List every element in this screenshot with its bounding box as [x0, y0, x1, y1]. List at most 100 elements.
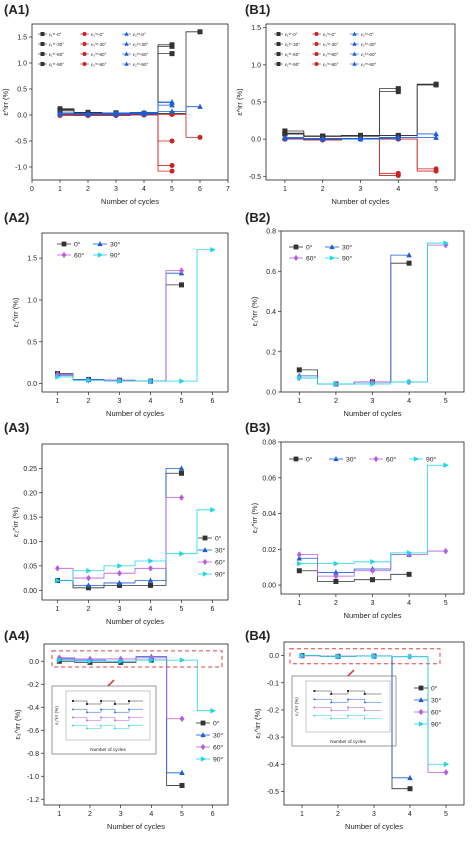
y-tick-label: 0.5	[251, 100, 261, 107]
data-point	[297, 375, 303, 381]
y-tick-label: -0.4	[27, 705, 39, 712]
y-tick-label: 0.0	[27, 381, 37, 388]
data-point	[406, 260, 412, 266]
inset-marker	[363, 693, 366, 695]
legend-marker	[97, 252, 104, 258]
y-tick-label: 0.0	[251, 137, 261, 144]
y-tick-label: 0.0	[17, 113, 27, 120]
x-tick-label: 1	[297, 600, 301, 607]
x-tick-label: 5	[180, 398, 184, 405]
inset-marker	[128, 700, 130, 702]
data-point	[55, 577, 61, 584]
inset-x-label: Number of cycles	[90, 747, 126, 752]
data-point	[296, 367, 302, 373]
legend-label: 60°	[74, 252, 85, 260]
series-line	[284, 133, 437, 139]
legend-marker	[329, 244, 335, 250]
series-4	[57, 657, 216, 714]
legend-marker	[82, 32, 87, 36]
chart-panel-7: (A4) 1 2 3 4 5 6 -1.2 -1.0 -0.8 -0.6 -0.4 -0.2 0.0 Num…	[4, 628, 229, 831]
inset-marker	[313, 714, 316, 717]
data-point	[148, 582, 153, 588]
data-point	[370, 559, 376, 565]
series-1	[55, 282, 184, 384]
data-point	[443, 240, 449, 246]
x-tick-label: 4	[149, 606, 153, 613]
legend-label: 30°	[431, 697, 442, 705]
x-tick-label: 3	[371, 600, 375, 607]
legend-marker	[82, 42, 87, 46]
panel-label: (A4)	[4, 628, 29, 643]
inset-marker	[346, 698, 350, 701]
y-tick-label: 0.08	[262, 440, 276, 447]
y-tick-label: -0.5	[267, 789, 279, 796]
inset-marker	[363, 701, 366, 704]
data-point	[117, 378, 123, 384]
inset-series-line	[73, 725, 143, 729]
series-line	[284, 91, 399, 137]
legend-marker	[418, 697, 424, 703]
y-tick-label: -0.2	[267, 707, 279, 714]
inset-marker	[347, 714, 350, 717]
series-2	[57, 43, 175, 116]
legend-marker	[200, 756, 207, 762]
legend-marker	[329, 255, 336, 261]
legend-label: 30°	[213, 732, 224, 740]
legend-marker	[314, 32, 319, 36]
inset-marker	[71, 708, 75, 711]
legend-marker	[314, 62, 319, 66]
inset-marker	[330, 693, 333, 695]
x-tick-label: 5	[444, 811, 448, 818]
x-tick-label: 3	[359, 186, 363, 193]
data-point	[357, 135, 364, 141]
x-tick-label: 5	[170, 186, 174, 193]
highlight-box	[289, 648, 441, 665]
data-point	[443, 547, 449, 555]
x-tick-label: 4	[408, 811, 412, 818]
legend-label: 90°	[213, 756, 224, 764]
x-tick-label: 4	[149, 811, 153, 818]
chart-panel-1: (A1) 0 1 2 3 4 5 6 7 -1.0 -0.5 0.0 0.5 1.0 1.5 Number o…	[1, 2, 230, 206]
legend-label: 0°	[431, 685, 438, 693]
inset-marker	[347, 706, 349, 709]
series-3	[56, 654, 185, 722]
series-6	[282, 136, 401, 176]
data-point	[299, 652, 306, 659]
y-tick-label: 0.2	[266, 349, 276, 356]
data-point	[197, 134, 203, 140]
series-line	[60, 53, 172, 114]
x-tick-label: 2	[86, 186, 90, 193]
inset-x-label: Number of cycles	[330, 739, 366, 744]
y-axis-label: ε^irr (%)	[235, 88, 244, 116]
legend: ε₁ⁱʳʳ-0° ε₃ⁱʳʳ-0° ε₂ⁱʳʳ-0° ε₁ⁱʳʳ-30° ε₃ⁱʳʳ-3…	[274, 31, 376, 67]
x-tick-label: 3	[118, 398, 122, 405]
x-tick-label: 5	[180, 606, 184, 613]
data-point	[443, 761, 450, 767]
data-point	[210, 707, 216, 714]
inset-marker	[100, 724, 103, 727]
data-point	[178, 465, 185, 471]
x-tick-label: 2	[88, 811, 92, 818]
legend-label: 0°	[306, 244, 313, 252]
data-point	[407, 774, 413, 781]
series-line	[299, 464, 446, 564]
data-point	[371, 653, 378, 659]
inset-marker	[100, 700, 102, 702]
data-point	[147, 577, 154, 583]
y-tick-label: 1.5	[251, 25, 261, 32]
legend-label: 0°	[306, 456, 313, 464]
legend-marker	[352, 31, 357, 36]
data-point	[333, 578, 339, 584]
data-point	[113, 109, 119, 116]
legend-marker	[314, 52, 319, 56]
y-tick-label: 0.4	[266, 309, 276, 316]
series-3	[55, 494, 184, 582]
inset-marker	[330, 701, 333, 704]
x-axis-label: Number of cycles	[332, 197, 390, 206]
x-tick-label: 4	[407, 398, 411, 405]
data-point	[179, 494, 184, 501]
data-point	[148, 378, 154, 384]
chart-panel-6: (B3) 1 2 3 4 5 0.00 0.02 0.04 0.06 0.08 Number of c…	[245, 420, 465, 620]
legend-label: 90°	[342, 255, 353, 263]
